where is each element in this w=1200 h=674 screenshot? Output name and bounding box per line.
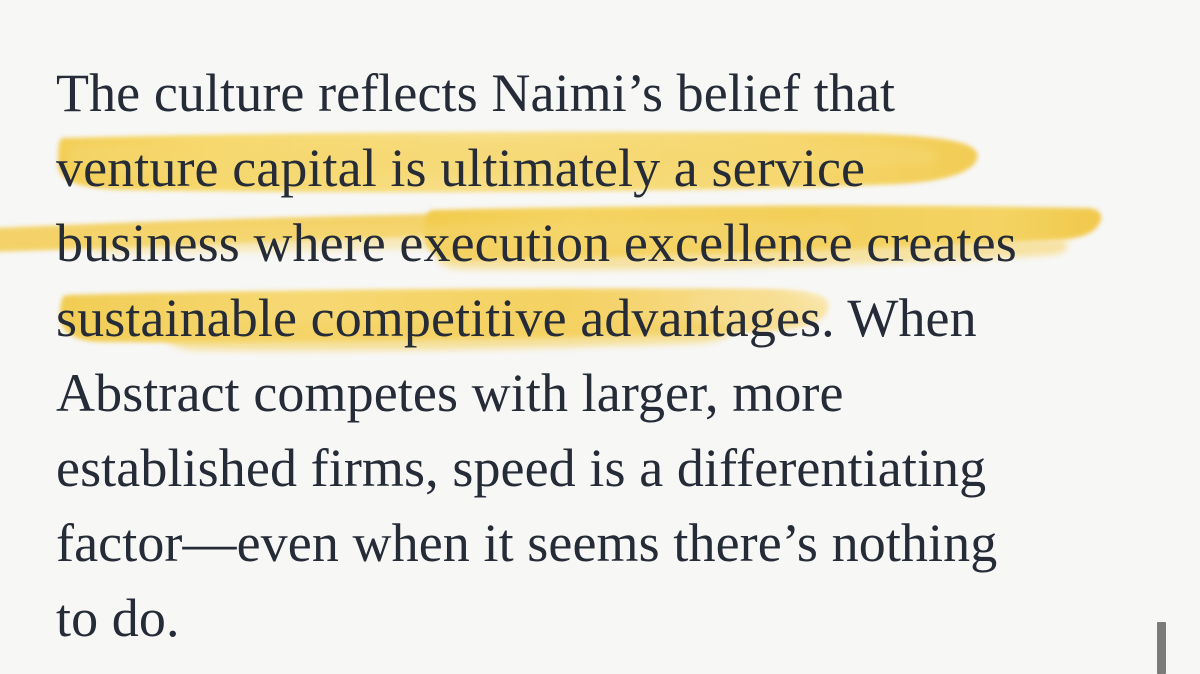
- paragraph-line-5: Abstract competes with larger, more: [56, 363, 844, 423]
- paragraph-line-4: sustainable competitive advantages. When: [56, 288, 977, 348]
- paragraph-line-3: business where execution excellence crea…: [56, 213, 1017, 273]
- vertical-scrollbar-track[interactable]: [1182, 0, 1194, 674]
- paragraph-line-6: established firms, speed is a differenti…: [56, 438, 987, 498]
- vertical-scrollbar-thumb[interactable]: [1157, 622, 1166, 674]
- paragraph-line-1: The culture reflects Naimi’s belief that: [56, 63, 896, 123]
- article-paragraph: The culture reflects Naimi’s belief that…: [56, 56, 1146, 656]
- paragraph-line-8: to do.: [56, 588, 180, 648]
- paragraph-line-7: factor—even when it seems there’s nothin…: [56, 513, 998, 573]
- paragraph-line-2: venture capital is ultimately a service: [56, 138, 866, 198]
